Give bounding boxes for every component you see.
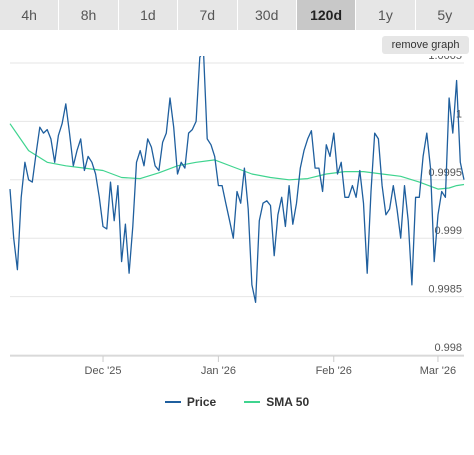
sma-line-swatch <box>244 401 261 403</box>
remove-graph-button[interactable]: remove graph <box>382 36 469 54</box>
price-chart[interactable]: Dec '25 Jan '26 Feb '26 Mar '26 1.0005 1 0.99… <box>0 56 474 386</box>
tab-1y[interactable]: 1y <box>356 0 416 30</box>
price-series-line <box>9 56 465 304</box>
y-tick-label: 0.9995 <box>428 167 462 179</box>
time-range-tabs: 4h 8h 1d 7d 30d 120d 1y 5y <box>0 0 474 30</box>
price-line-swatch <box>164 401 181 403</box>
tab-7d[interactable]: 7d <box>178 0 238 30</box>
tab-4h[interactable]: 4h <box>0 0 60 30</box>
y-tick-label: 0.998 <box>434 342 462 354</box>
legend-sma-label: SMA 50 <box>266 395 310 409</box>
tab-5y[interactable]: 5y <box>415 0 474 30</box>
tab-120d[interactable]: 120d <box>296 0 357 30</box>
y-tick-label: 1 <box>456 108 462 120</box>
tab-1d[interactable]: 1d <box>118 0 179 30</box>
tab-8h[interactable]: 8h <box>59 0 119 30</box>
series-lines <box>9 56 465 304</box>
sma-series-line <box>9 123 465 190</box>
y-axis: 1.0005 1 0.9995 0.999 0.9985 0.998 <box>428 56 462 354</box>
y-tick-label: 0.999 <box>434 225 462 237</box>
legend-item-price[interactable]: Price <box>164 395 217 409</box>
tab-30d[interactable]: 30d <box>237 0 297 30</box>
grid-lines <box>10 62 464 356</box>
chart-legend: Price SMA 50 <box>0 392 474 412</box>
x-tick-label: Dec '25 <box>85 365 122 377</box>
legend-item-sma[interactable]: SMA 50 <box>244 395 309 409</box>
x-tick-label: Feb '26 <box>316 365 352 377</box>
x-axis: Dec '25 Jan '26 Feb '26 Mar '26 <box>10 355 464 377</box>
y-tick-label: 0.9985 <box>428 284 462 296</box>
x-tick-label: Jan '26 <box>201 365 236 377</box>
legend-price-label: Price <box>186 395 217 409</box>
x-tick-label: Mar '26 <box>420 365 456 377</box>
y-tick-label: 1.0005 <box>428 56 462 62</box>
